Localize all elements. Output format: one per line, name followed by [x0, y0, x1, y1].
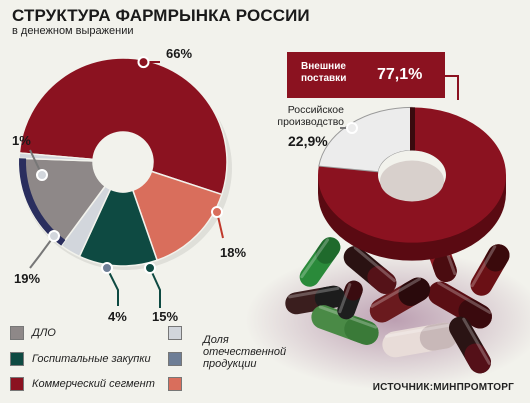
chart-title: СТРУКТУРА ФАРМРЫНКА РОССИИ	[12, 6, 310, 25]
pill-7-shine	[353, 246, 396, 283]
marker-1	[36, 169, 48, 181]
leader-4	[106, 267, 119, 306]
pill-1	[299, 237, 341, 287]
slice-divider	[410, 107, 415, 151]
pill-7	[343, 246, 397, 294]
square-gray-swatch	[10, 326, 24, 340]
pill-11	[449, 316, 491, 374]
label-hospital-domestic-4: 4%	[108, 309, 127, 324]
marker-18	[211, 206, 223, 218]
label-hospital-15: 15%	[152, 309, 179, 324]
pill-2-shine	[288, 286, 340, 299]
marker-4	[101, 262, 113, 274]
russian-value: 22,9%	[288, 133, 328, 149]
pill-1-cap	[315, 237, 341, 264]
pill-6	[369, 277, 431, 323]
donut-hole-inner	[380, 160, 444, 202]
leader-import	[445, 75, 459, 100]
legend-domestic-label: Доля отечественной продукции	[203, 334, 287, 370]
label-commercial-domestic-18: 18%	[220, 245, 247, 260]
leader-lines	[29, 56, 459, 308]
pill-8-cap	[484, 244, 510, 272]
pill-12-cap	[344, 280, 363, 301]
import-callout: Внешние поставки 77,1%	[287, 52, 445, 98]
square-salmon-swatch	[168, 377, 182, 391]
import-label: Внешние поставки	[301, 61, 347, 84]
pill-12-shine	[338, 282, 352, 314]
pill-8	[470, 244, 510, 296]
donut-hole	[93, 132, 153, 192]
chart-subtitle: в денежном выражении	[12, 25, 134, 37]
pill-2-cap	[314, 285, 345, 310]
pill-6-cap	[398, 277, 431, 306]
square-light-gray-swatch	[168, 326, 182, 340]
marker-15	[144, 262, 156, 274]
pill-6-shine	[370, 277, 422, 308]
pill-4	[382, 322, 458, 358]
slice-dlo-edge	[19, 158, 66, 246]
source-note: ИСТОЧНИК:МИНПРОМТОРГ	[372, 382, 514, 393]
legend-label-dlo: ДЛО	[32, 327, 56, 339]
russian-label: Российское производство	[277, 104, 344, 128]
pill-9-cap	[432, 254, 457, 282]
marker-66	[137, 56, 150, 69]
pill-5-shine	[437, 281, 492, 314]
pill-4-cap	[419, 322, 458, 351]
square-teal-swatch	[10, 352, 24, 366]
square-steel-blue-swatch	[168, 352, 182, 366]
import-value: 77,1%	[377, 66, 423, 83]
legend-label-hospital: Госпитальные закупки	[32, 353, 151, 365]
label-dlo-19: 19%	[14, 271, 41, 286]
production-share-donut	[317, 106, 506, 261]
pill-8-shine	[470, 245, 497, 288]
pill-3-cap	[344, 317, 379, 345]
pill-11-shine	[462, 317, 491, 365]
leader-19	[29, 235, 55, 269]
leader-15	[149, 267, 161, 308]
pill-12	[337, 280, 363, 320]
square-crimson-swatch	[10, 377, 24, 391]
label-dlo-domestic-1: 1%	[12, 133, 31, 148]
label-commercial-66: 66%	[166, 46, 193, 61]
pill-4-shine	[384, 323, 452, 338]
slice-import	[317, 107, 506, 243]
pill-7-cap	[367, 266, 397, 294]
pill-11-cap	[464, 343, 491, 374]
pill-1-shine	[300, 238, 330, 279]
marker-russian	[346, 122, 358, 134]
legend-label-commercial: Коммерческий сегмент	[32, 378, 155, 390]
marker-19	[48, 230, 60, 242]
